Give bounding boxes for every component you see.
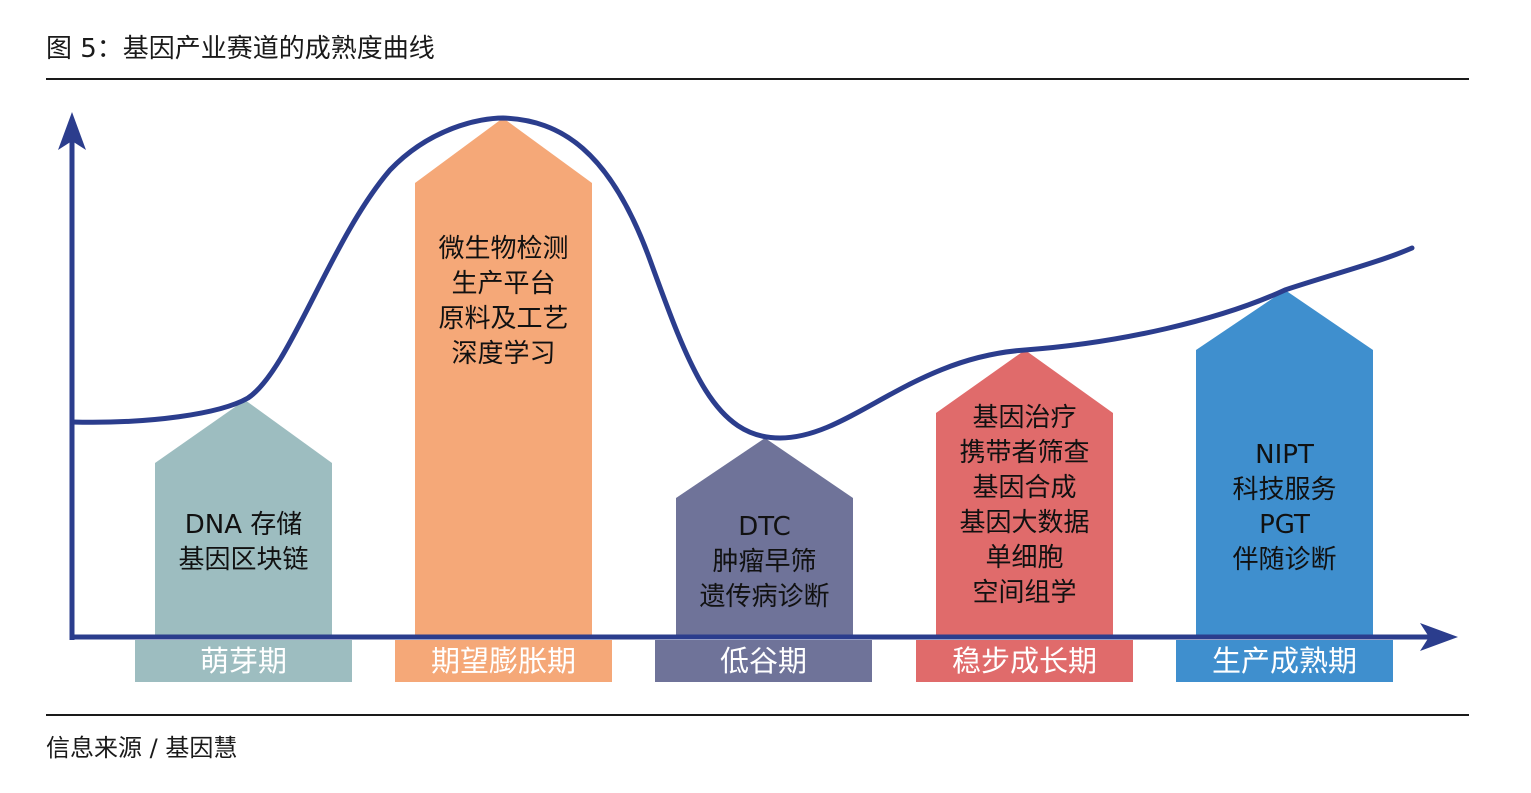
list-item: 空间组学 — [972, 578, 1077, 608]
x-axis-arrow-icon — [1420, 623, 1458, 651]
list-item: DTC — [738, 512, 791, 542]
list-item: 深度学习 — [451, 339, 556, 369]
phase-label-steady-growth: 稳步成长期 — [916, 640, 1133, 682]
list-item: DNA 存储 — [184, 510, 303, 540]
list-item: 单细胞 — [985, 543, 1064, 573]
phase-2-block — [415, 118, 592, 635]
bottom-divider — [46, 714, 1469, 716]
phase-label-mature-production: 生产成熟期 — [1176, 640, 1393, 682]
list-item: 携带者筛查 — [959, 438, 1090, 468]
phase-1-items: DNA 存储 基因区块链 — [155, 508, 332, 578]
phase-label-trough: 低谷期 — [655, 640, 872, 682]
list-item: NIPT — [1255, 440, 1314, 470]
y-axis-arrow-icon — [58, 112, 86, 150]
phase-3-items: DTC 肿瘤早筛 遗传病诊断 — [676, 510, 853, 615]
phase-5-items: NIPT 科技服务 PGT 伴随诊断 — [1196, 438, 1373, 578]
list-item: 伴随诊断 — [1232, 545, 1337, 575]
list-item: 原料及工艺 — [438, 304, 569, 334]
list-item: 科技服务 — [1232, 475, 1337, 505]
phase-3-block — [676, 438, 853, 635]
list-item: 肿瘤早筛 — [712, 547, 817, 577]
source-note: 信息来源 / 基因慧 — [46, 734, 238, 762]
phase-4-items: 基因治疗 携带者筛查 基因合成 基因大数据 单细胞 空间组学 — [936, 401, 1113, 611]
phase-label-peak-expectations: 期望膨胀期 — [395, 640, 612, 682]
phase-4-block — [936, 350, 1113, 635]
list-item: 基因治疗 — [972, 403, 1077, 433]
list-item: 基因区块链 — [178, 545, 309, 575]
list-item: 遗传病诊断 — [699, 582, 830, 612]
list-item: 基因合成 — [972, 473, 1077, 503]
phase-1-block — [155, 400, 332, 635]
top-divider — [46, 78, 1469, 80]
list-item: 微生物检测 — [438, 234, 569, 264]
phase-5-block — [1196, 290, 1373, 635]
list-item: 生产平台 — [451, 269, 556, 299]
hype-curve — [69, 115, 1415, 441]
list-item: 基因大数据 — [959, 508, 1090, 538]
phase-2-items: 微生物检测 生产平台 原料及工艺 深度学习 — [415, 232, 592, 372]
list-item: PGT — [1259, 510, 1310, 540]
figure-title: 图 5：基因产业赛道的成熟度曲线 — [46, 34, 435, 64]
phase-label-germination: 萌芽期 — [135, 640, 352, 682]
